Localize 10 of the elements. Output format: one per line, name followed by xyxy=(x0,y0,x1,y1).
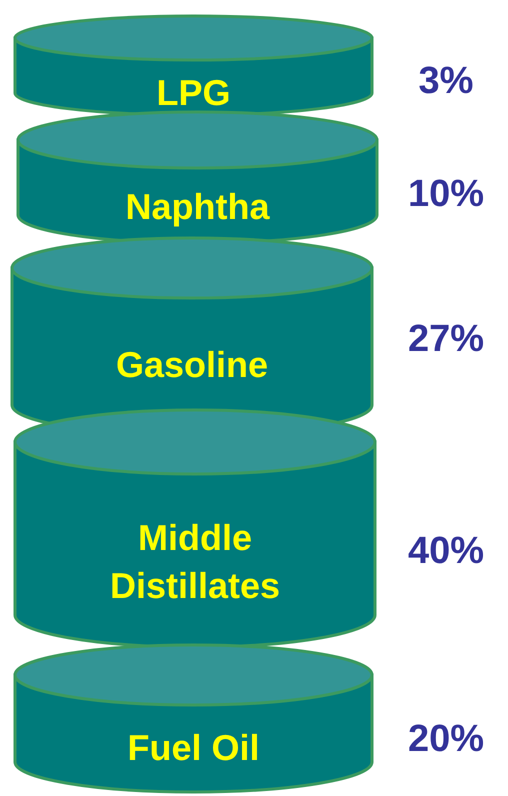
category-label: Gasoline xyxy=(116,344,268,385)
data-label: 10% xyxy=(408,173,484,215)
data-label: 27% xyxy=(408,318,484,360)
data-label: 3% xyxy=(418,60,474,102)
category-label: Middle Distillates xyxy=(110,517,280,606)
category-label: Naphtha xyxy=(126,186,270,227)
data-label: 20% xyxy=(408,718,484,760)
category-label: LPG xyxy=(156,72,231,113)
category-label: Fuel Oil xyxy=(127,727,260,768)
data-label: 40% xyxy=(408,530,484,572)
